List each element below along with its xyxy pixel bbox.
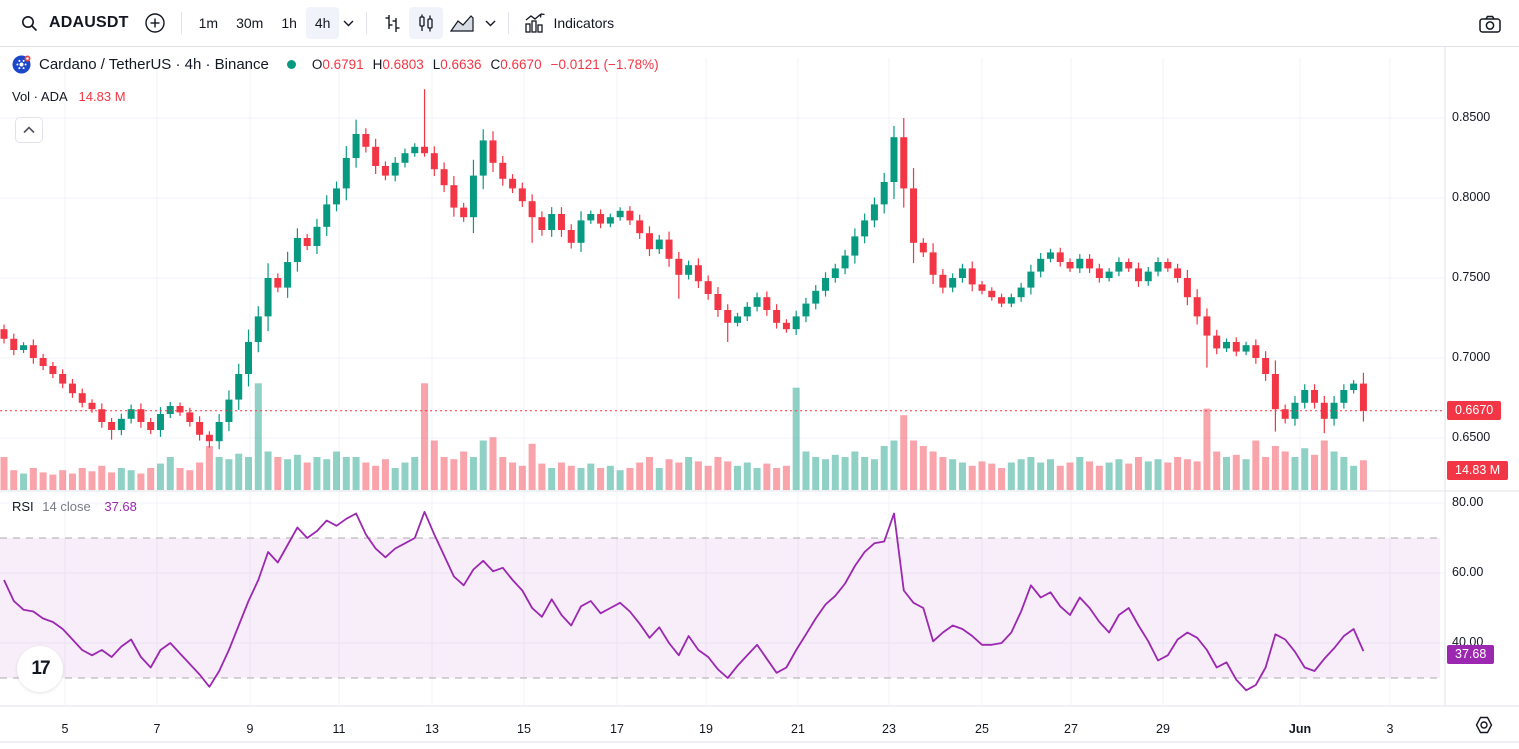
price-axis-tick: 0.8000 — [1452, 190, 1491, 204]
rsi-name: RSI — [12, 499, 34, 514]
market-status-dot[interactable] — [286, 60, 296, 69]
candles-style-icon[interactable] — [409, 7, 444, 39]
open-value: 0.6791 — [322, 57, 364, 72]
main-series-legend[interactable]: Cardano / TetherUS · 4h · Binance O0.679… — [12, 55, 659, 74]
ohlc-values: O0.6791 H0.6803 L0.6636 C0.6670 −0.0121 … — [311, 57, 659, 72]
toolbar-divider — [180, 12, 182, 34]
rsi-axis-tick: 60.00 — [1452, 565, 1484, 579]
bar-style-icon[interactable] — [375, 7, 409, 39]
snapshot-camera-icon[interactable] — [1471, 8, 1509, 40]
rsi-params: 14 close — [42, 499, 91, 514]
price-axis-tick: 0.7500 — [1452, 270, 1491, 284]
timeframe-30m-button[interactable]: 30m — [236, 15, 264, 31]
chart-style-menu-chevron-icon[interactable] — [481, 7, 500, 39]
volume-label: Vol · ADA — [12, 89, 67, 104]
top-toolbar: ADAUSDT 1m 30m 1h 4h — [0, 0, 1519, 47]
candle-series — [0, 89, 1367, 450]
time-axis-tick: 19 — [699, 722, 713, 736]
indicators-button[interactable]: Indicators — [517, 7, 621, 39]
rsi-current-value: 37.68 — [104, 499, 137, 514]
time-axis-tick: 9 — [246, 722, 254, 736]
rsi-band — [0, 538, 1440, 678]
time-axis-tick: 11 — [332, 722, 346, 736]
change-value: −0.0121 (−1.78%) — [550, 57, 659, 72]
time-axis-tick: 27 — [1064, 722, 1078, 736]
rsi-axis-tick: 80.00 — [1452, 495, 1484, 509]
time-axis-tick: 17 — [610, 722, 624, 736]
rsi-legend[interactable]: RSI 14 close 37.68 — [12, 499, 137, 514]
tradingview-logo[interactable]: 17 — [17, 646, 63, 692]
price-axis-tick: 0.8500 — [1452, 110, 1491, 124]
rsi-line — [3, 510, 1365, 692]
axis-badge: 37.68 — [1447, 645, 1495, 665]
close-value: 0.6670 — [500, 57, 542, 72]
compare-add-symbol-icon[interactable] — [137, 7, 173, 39]
symbol-name[interactable]: ADAUSDT — [49, 14, 129, 31]
time-axis-tick: 13 — [425, 722, 439, 736]
time-axis-tick: 23 — [882, 722, 896, 736]
high-value: 0.6803 — [382, 57, 424, 72]
collapse-pane-button[interactable] — [15, 117, 43, 143]
price-axis-tick: 0.7000 — [1452, 350, 1491, 364]
low-value: 0.6636 — [440, 57, 482, 72]
time-axis-tick: 5 — [61, 722, 69, 736]
indicators-label: Indicators — [553, 15, 615, 31]
cardano-logo-icon — [12, 55, 31, 74]
price-axis-tick: 0.6500 — [1452, 430, 1491, 444]
time-axis-tick: 15 — [517, 722, 531, 736]
interval-menu-chevron-icon[interactable] — [339, 7, 358, 39]
axis-badge: 0.6670 — [1447, 400, 1502, 420]
symbol-description[interactable]: Cardano / TetherUS · 4h · Binance — [39, 56, 269, 73]
toolbar-divider — [508, 12, 510, 34]
timeframe-1m-button[interactable]: 1m — [198, 15, 219, 31]
time-axis-tick: 21 — [791, 722, 805, 736]
time-axis-tick: 25 — [975, 722, 989, 736]
time-axis-tick: 3 — [1386, 722, 1394, 736]
area-style-icon[interactable] — [443, 7, 481, 39]
time-axis-tick: Jun — [1288, 722, 1312, 736]
timeframe-1h-button[interactable]: 1h — [281, 15, 297, 31]
time-axis-settings-gear-icon[interactable] — [1473, 714, 1495, 741]
volume-legend[interactable]: Vol · ADA 14.83 M — [12, 89, 126, 104]
toolbar-divider — [366, 12, 368, 34]
volume-value: 14.83 M — [78, 89, 126, 104]
volume-series — [0, 383, 1367, 490]
time-axis-tick: 7 — [153, 722, 161, 736]
axis-badge: 14.83 M — [1447, 461, 1509, 480]
symbol-search-icon[interactable] — [14, 7, 45, 39]
timeframe-4h-button[interactable]: 4h — [305, 7, 340, 39]
time-axis-tick: 29 — [1156, 722, 1170, 736]
